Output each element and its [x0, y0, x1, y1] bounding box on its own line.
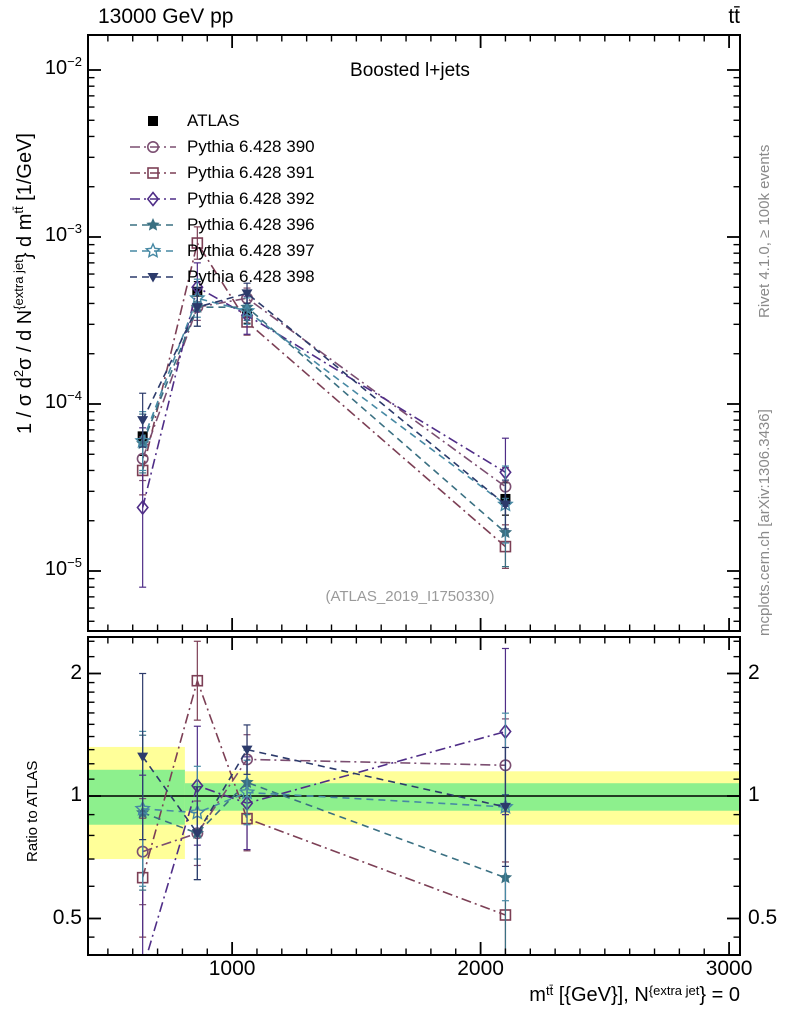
marker-triangle-down-filled [499, 802, 511, 813]
series-line [141, 286, 506, 508]
ratio-tick-label-right: 0.5 [748, 905, 778, 929]
series-line [141, 297, 506, 506]
series-main [137, 282, 511, 530]
legend-label: Pythia 6.428 391 [187, 163, 315, 182]
legend: ATLAS Pythia 6.428 390 Pythia 6.428 391 Pyt… [128, 108, 315, 290]
series-line [141, 306, 506, 534]
side-note-mcplots: mcplots.cern.ch [arXiv:1306.3436] [756, 409, 773, 636]
green-band [88, 769, 185, 825]
ratio-tick-label-right: 2 [748, 660, 760, 684]
series-line [141, 241, 506, 548]
ratio-tick-label: 1 [70, 783, 82, 806]
ratio-tick-label-right: 1 [748, 783, 760, 806]
series-line [142, 758, 506, 853]
main-panel-frame [87, 34, 741, 632]
y-tick-label: 10−5 [44, 555, 82, 580]
series-line [141, 292, 506, 506]
legend-label: ATLAS [187, 111, 240, 130]
marker-triangle-down-filled [241, 289, 253, 299]
ratio-tick-label: 2 [70, 660, 82, 684]
uncertainty-bands [88, 746, 740, 860]
y-tick-label: 10−3 [44, 221, 82, 246]
marker-triangle-down-filled [191, 829, 203, 839]
series-main [136, 287, 513, 568]
legend-marker-icon [128, 242, 178, 260]
x-tick-label: 3000 [705, 957, 753, 980]
x-tick-label: 1000 [208, 957, 256, 980]
marker-diamond-open [136, 499, 149, 516]
panel-title: Boosted l+jets [350, 60, 470, 81]
legend-marker-icon [128, 164, 178, 182]
marker-circle-open [146, 141, 159, 153]
ratio-panel-frame [87, 636, 741, 956]
main-series [134, 226, 514, 588]
series-line [141, 297, 506, 488]
top-left-title: 13000 GeV pp [98, 5, 234, 28]
ratio-tick-label: 0.5 [52, 905, 82, 929]
top-right-title: tt̄ [728, 5, 740, 28]
y-axis-title: 1 / σ d2σ / d N{extra jet} d mtt̄ [1/GeV… [11, 133, 36, 434]
marker-square-open [147, 167, 159, 179]
legend-label: Pythia 6.428 390 [187, 137, 315, 156]
legend-item: Pythia 6.428 390 [128, 134, 315, 160]
series-line [142, 781, 506, 879]
series-ratio [137, 672, 511, 881]
legend-item: Pythia 6.428 392 [128, 186, 315, 212]
marker-star-open [238, 783, 256, 800]
marker-triangle-down-filled [191, 303, 203, 313]
series-line [146, 730, 506, 955]
marker-diamond-open [146, 191, 160, 207]
watermark: (ATLAS_2019_I1750330) [325, 588, 495, 605]
legend-label: Pythia 6.428 396 [187, 215, 315, 234]
legend-item: Pythia 6.428 391 [128, 160, 315, 186]
x-axis-title: mtt̄ [{GeV}], N{extra jet} = 0 [529, 983, 740, 1006]
legend-label: Pythia 6.428 392 [187, 189, 315, 208]
legend-item: Pythia 6.428 397 [128, 238, 315, 264]
series-line [141, 678, 506, 916]
marker-star-open [144, 242, 162, 259]
legend-marker-icon [128, 112, 178, 130]
marker-diamond-open [137, 963, 147, 976]
marker-triangle-down-filled [147, 273, 159, 283]
marker-triangle-down-filled [499, 500, 511, 511]
y-tick-label: 10−2 [44, 54, 82, 79]
marker-triangle-down-filled [137, 752, 149, 763]
legend-marker-icon [128, 138, 178, 156]
legend-marker-icon [128, 216, 178, 234]
legend-item: Pythia 6.428 396 [128, 212, 315, 238]
marker-square-open [191, 237, 204, 249]
side-note-rivet: Rivet 4.1.0, ≥ 100k events [756, 144, 773, 318]
marker-star-filled [146, 218, 160, 231]
marker-star-open [238, 302, 256, 319]
marker-square-filled [148, 116, 158, 126]
legend-item: ATLAS [128, 108, 315, 134]
legend-marker-icon [128, 268, 178, 286]
series-ratio [136, 734, 513, 955]
ratio-series [134, 640, 514, 976]
series-line [142, 791, 506, 814]
legend-label: Pythia 6.428 397 [187, 241, 315, 260]
marker-triangle-down-filled [241, 745, 253, 756]
legend-label: Pythia 6.428 398 [187, 267, 315, 286]
legend-item: Pythia 6.428 398 [128, 264, 315, 290]
legend-marker-icon [128, 190, 178, 208]
y-tick-label: 10−4 [44, 388, 82, 413]
x-tick-label: 2000 [457, 957, 504, 980]
marker-square-open [191, 674, 204, 687]
ratio-axis-title: Ratio to ATLAS [24, 760, 41, 862]
marker-triangle-down-filled [137, 416, 149, 426]
series-main [136, 287, 512, 507]
